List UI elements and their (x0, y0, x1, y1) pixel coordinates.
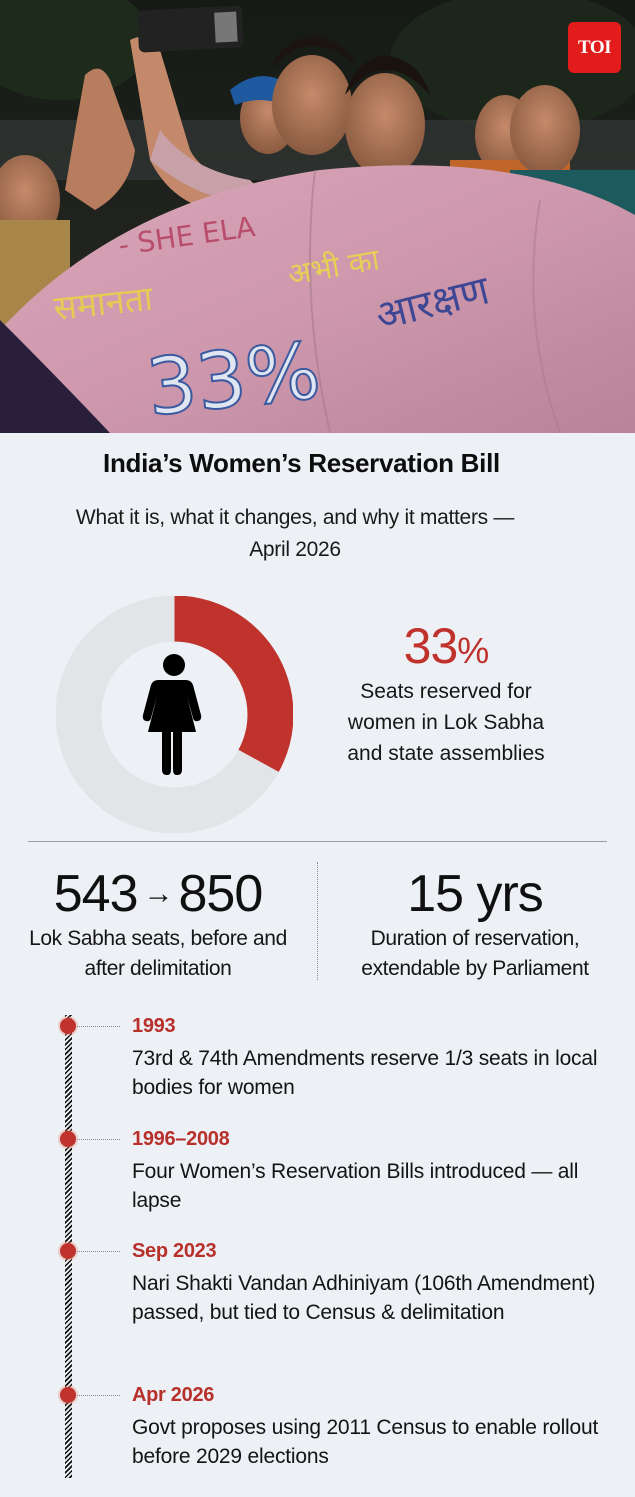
toi-logo-badge: TOI (568, 22, 621, 73)
key-figure-duration: 15 yrs Duration of reservation, extendab… (326, 864, 624, 984)
page-title: India’s Women’s Reservation Bill (103, 448, 500, 478)
timeline-date: Sep 2023 (132, 1240, 217, 1262)
timeline-connector (77, 1139, 120, 1140)
timeline-text: Nari Shakti Vandan Adhiniyam (106th Amen… (132, 1272, 596, 1324)
seats-value: 543 → 850 (53, 865, 264, 923)
reservation-donut-chart (56, 596, 293, 833)
hero-photo: - SHE ELA समानता अभी का आरक्षण 33% TOI (0, 0, 635, 433)
donut-arc-reserved (56, 596, 293, 833)
seats-label: Lok Sabha seats, before and after delimi… (29, 927, 287, 980)
headline-stat-value: 33% (403, 618, 490, 674)
section-divider (28, 841, 607, 842)
timeline-text: Four Women’s Reservation Bills introduce… (132, 1160, 579, 1212)
page-subtitle: What it is, what it changes, and why it … (75, 506, 515, 561)
column-divider (317, 862, 318, 980)
timeline-dot-icon (60, 1387, 76, 1403)
timeline-date: Apr 2026 (132, 1384, 215, 1406)
duration-label: Duration of reservation, extendable by P… (361, 927, 589, 980)
timeline-connector (77, 1395, 120, 1396)
timeline-dot-icon (60, 1243, 76, 1259)
arrow-right-icon: → (143, 877, 174, 910)
timeline-text: Govt proposes using 2011 Census to enabl… (132, 1416, 599, 1468)
svg-text:33%: 33% (143, 326, 325, 433)
timeline-date: 1996–2008 (132, 1128, 230, 1150)
timeline-connector (77, 1251, 120, 1252)
key-figure-seats: 543 → 850 Lok Sabha seats, before and afte… (8, 864, 308, 984)
duration-value: 15 yrs (407, 865, 544, 923)
woman-icon (142, 654, 202, 775)
timeline-text: 73rd & 74th Amendments reserve 1/3 seats… (132, 1047, 598, 1099)
timeline-dot-icon (60, 1131, 76, 1147)
protest-photo-illustration: - SHE ELA समानता अभी का आरक्षण 33% (0, 0, 635, 433)
timeline-connector (77, 1026, 120, 1027)
headline-stat-description: Seats reserved for women in Lok Sabha an… (347, 680, 545, 765)
timeline-dot-icon (60, 1018, 76, 1034)
timeline-date: 1993 (132, 1015, 176, 1037)
